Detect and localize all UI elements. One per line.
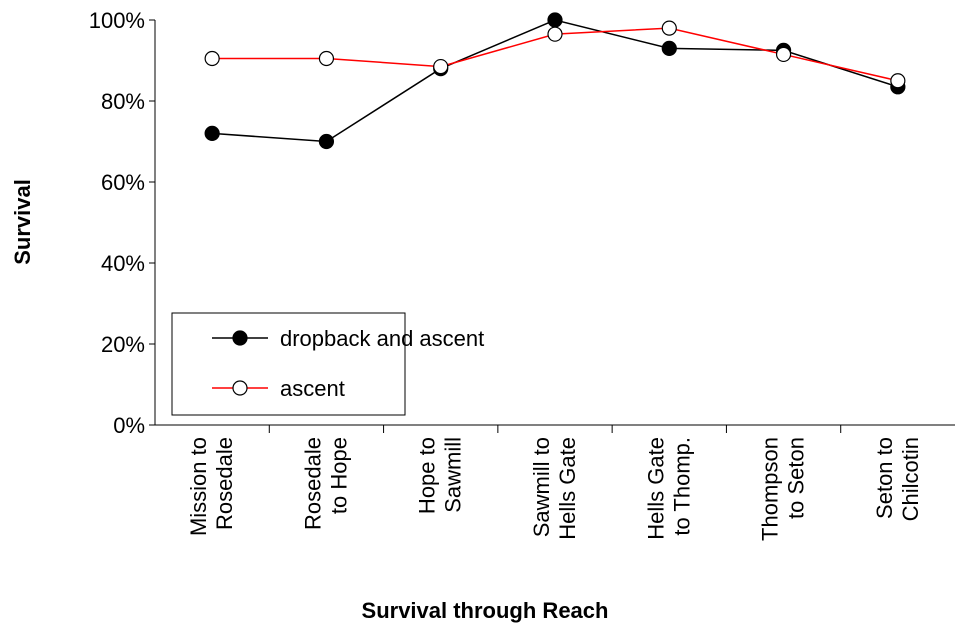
x-tick-label-line: Rosedale xyxy=(212,437,237,530)
x-tick-label-line: Hope to xyxy=(415,437,440,514)
y-axis-title: Survival xyxy=(10,179,35,265)
x-tick-label: Rosedaleto Hope xyxy=(300,437,351,530)
data-point xyxy=(433,58,449,75)
x-tick-label: Seton toChilcotin xyxy=(872,437,923,521)
y-tick-label: 0% xyxy=(113,413,145,438)
x-tick-label-line: Thompson xyxy=(758,437,783,541)
x-tick-label-line: Mission to xyxy=(186,437,211,536)
data-point xyxy=(890,73,906,89)
x-tick-label-line: Chilcotin xyxy=(898,437,923,521)
y-tick-label: 20% xyxy=(101,332,145,357)
data-point xyxy=(204,50,220,67)
x-tick-label-line: Seton to xyxy=(872,437,897,519)
x-tick-label-line: to Seton xyxy=(784,437,809,519)
data-point xyxy=(661,40,677,56)
legend-label: ascent xyxy=(280,376,345,401)
legend: dropback and ascent ascent xyxy=(171,312,484,416)
x-tick-label: Mission toRosedale xyxy=(186,437,237,536)
legend-marker xyxy=(232,330,248,346)
legend-label: dropback and ascent xyxy=(280,326,484,351)
data-point xyxy=(547,12,563,28)
y-tick-label: 80% xyxy=(101,89,145,114)
data-point xyxy=(775,46,792,63)
data-point xyxy=(547,26,563,42)
data-point xyxy=(318,50,335,67)
x-tick-label-line: Sawmill xyxy=(441,437,466,513)
legend-marker xyxy=(232,380,248,396)
x-tick-label-line: Hells Gate xyxy=(555,437,580,540)
x-tick-label: Thompsonto Seton xyxy=(758,437,809,541)
x-tick-label: Hells Gateto Thomp. xyxy=(643,437,694,540)
y-tick-label: 60% xyxy=(101,170,145,195)
x-tick-label: Sawmill toHells Gate xyxy=(529,437,580,540)
x-tick-label-line: Rosedale xyxy=(300,437,325,530)
data-point xyxy=(204,125,220,141)
y-tick-label: 100% xyxy=(89,8,145,33)
x-tick-label: Hope toSawmill xyxy=(415,437,466,514)
y-tick-label: 40% xyxy=(101,251,145,276)
x-tick-label-line: Sawmill to xyxy=(529,437,554,537)
x-tick-label-line: Hells Gate xyxy=(643,437,668,540)
legend-box xyxy=(171,312,406,416)
x-axis-title: Survival through Reach xyxy=(362,598,609,623)
data-point xyxy=(661,20,677,36)
x-tick-label-line: to Hope xyxy=(326,437,351,514)
data-point xyxy=(318,133,335,150)
x-tick-label-line: to Thomp. xyxy=(669,437,694,536)
